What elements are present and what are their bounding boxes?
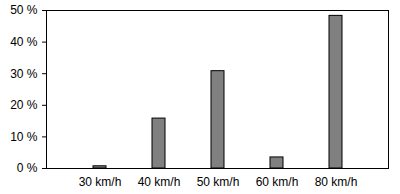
svg-text:50 %: 50 % (10, 3, 38, 17)
svg-text:30 %: 30 % (10, 67, 38, 81)
svg-text:40 km/h: 40 km/h (138, 175, 181, 189)
svg-text:0 %: 0 % (17, 161, 38, 175)
svg-text:20 %: 20 % (10, 98, 38, 112)
svg-text:60 km/h: 60 km/h (256, 175, 299, 189)
svg-text:10 %: 10 % (10, 130, 38, 144)
svg-text:80 km/h: 80 km/h (315, 175, 358, 189)
svg-text:40 %: 40 % (10, 35, 38, 49)
svg-text:50 km/h: 50 km/h (197, 175, 240, 189)
svg-text:30 km/h: 30 km/h (79, 175, 122, 189)
